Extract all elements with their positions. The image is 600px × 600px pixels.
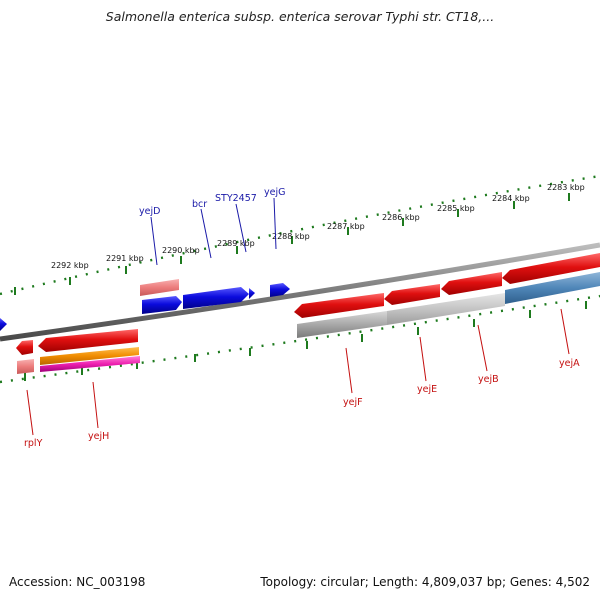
leader-line xyxy=(150,216,158,266)
gene-label-yejA: yejA xyxy=(559,358,580,369)
leader-line xyxy=(273,197,277,250)
ruler-label: 2288 kbp xyxy=(272,232,310,241)
map-title: Salmonella enterica subsp. enterica sero… xyxy=(105,9,495,24)
genome-summary: Topology: circular; Length: 4,809,037 bp… xyxy=(260,575,590,589)
leader-lines-bottom xyxy=(26,308,570,436)
gene-yejF[interactable] xyxy=(294,293,384,318)
gene-STY2457[interactable] xyxy=(249,288,255,299)
gene-label-yejH: yejH xyxy=(88,431,109,442)
ruler-labels: 2292 kbp 2291 kbp 2290 kbp 2289 kbp 2288… xyxy=(51,183,585,270)
ruler-label: 2289 kbp xyxy=(217,239,255,248)
accession-label: Accession: NC_003198 xyxy=(9,575,146,589)
gene-label-rplY: rplY xyxy=(24,438,43,449)
gene-label-yejD: yejD xyxy=(139,206,160,217)
reverse-genes[interactable] xyxy=(16,253,600,374)
gene-yejE[interactable] xyxy=(384,284,440,305)
gene-yejE-grey[interactable] xyxy=(387,293,505,325)
ruler-label: 2285 kbp xyxy=(437,204,475,213)
ruler-label: 2284 kbp xyxy=(492,194,530,203)
genome-backbone xyxy=(0,242,600,342)
gene-yejG[interactable] xyxy=(270,283,290,297)
gene-left-edge[interactable] xyxy=(0,318,7,331)
leader-line xyxy=(235,203,247,253)
ruler-major-ticks xyxy=(14,193,570,295)
gene-yejD-pseudo[interactable] xyxy=(140,279,179,296)
ruler-label: 2286 kbp xyxy=(382,213,420,222)
leader-line xyxy=(200,208,212,259)
gene-yejA[interactable] xyxy=(502,253,600,284)
leader-lines-top xyxy=(150,197,277,266)
leader-line xyxy=(419,336,427,382)
gene-label-yejB: yejB xyxy=(478,374,499,385)
gene-label-STY2457: STY2457 xyxy=(215,193,257,204)
gene-bcr[interactable] xyxy=(183,287,249,309)
gene-rplY-pseudo[interactable] xyxy=(17,359,34,374)
leader-line xyxy=(345,347,353,394)
gene-label-yejF: yejF xyxy=(343,397,363,408)
ruler-label: 2287 kbp xyxy=(327,222,365,231)
gene-label-bcr: bcr xyxy=(192,199,207,210)
leader-line xyxy=(477,324,488,372)
gene-yejH[interactable] xyxy=(38,329,138,352)
ruler-label: 2283 kbp xyxy=(547,183,585,192)
ruler-lower-ticks xyxy=(24,301,587,381)
gene-yejD[interactable] xyxy=(142,296,182,314)
gene-yejA-steel[interactable] xyxy=(505,272,600,304)
gene-rplY[interactable] xyxy=(16,340,33,355)
ruler-label: 2290 kbp xyxy=(162,246,200,255)
gene-yejB[interactable] xyxy=(441,272,502,295)
gene-labels-bottom: rplY yejH yejF yejE yejB yejA xyxy=(24,358,580,449)
leader-line xyxy=(560,308,570,355)
gene-yejH-magenta[interactable] xyxy=(40,356,140,372)
forward-genes[interactable] xyxy=(0,279,290,331)
leader-line xyxy=(26,389,34,436)
gene-labels-top: yejD bcr STY2457 yejG xyxy=(139,187,285,217)
gene-label-yejE: yejE xyxy=(417,384,437,395)
ruler-label: 2291 kbp xyxy=(106,254,144,263)
gene-label-yejG: yejG xyxy=(264,187,285,198)
gene-yejH-orange[interactable] xyxy=(40,347,139,365)
ruler-label: 2292 kbp xyxy=(51,261,89,270)
gene-yejF-grey[interactable] xyxy=(297,311,387,338)
leader-line xyxy=(92,381,99,429)
